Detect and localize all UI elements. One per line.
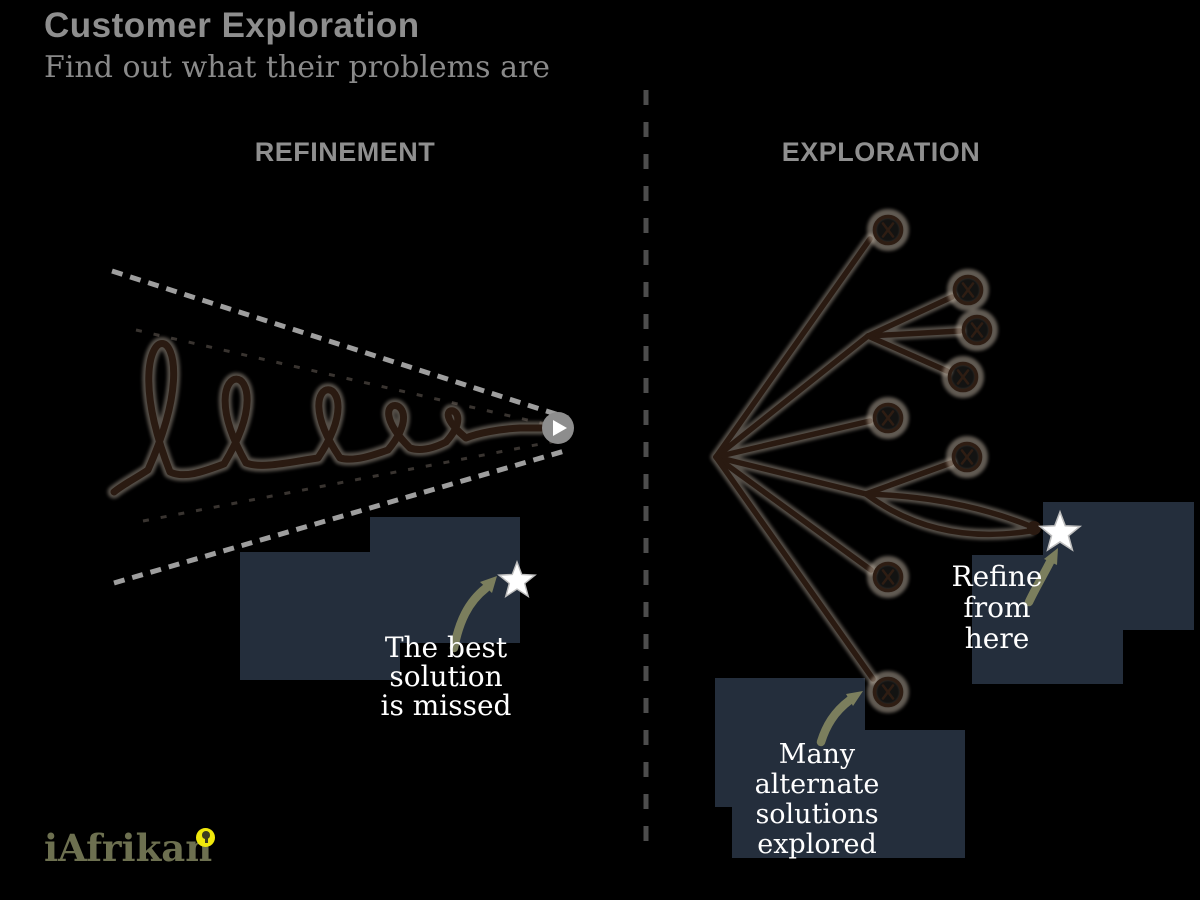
callout-panel [732,730,965,858]
refine-lens-branch [863,491,1033,538]
annotation-arrows [449,548,1058,747]
callout-panel [972,555,1123,684]
dead-end-markers [871,213,994,709]
circled-x-marker [871,213,905,247]
spiral-scribble-path [110,340,546,496]
circled-x-marker [871,401,905,435]
star-icon [498,561,536,598]
tree-branches [713,236,1033,682]
cone-line-top-icon [111,268,569,421]
cone-line-bottom-icon [113,447,569,586]
circled-x-marker [960,313,994,347]
circled-x-marker [871,560,905,594]
refine-endpoint-dot [1027,521,1041,535]
circled-x-marker [950,440,984,474]
circled-x-marker [951,273,985,307]
play-button[interactable] [542,412,574,444]
cone-dashed-lines [111,268,569,586]
circled-x-marker [946,360,980,394]
curved-arrow-icon [816,691,863,747]
refinement-scribble [107,337,549,499]
play-icon [553,420,567,436]
circled-x-marker [871,675,905,709]
exploration-tree [710,233,1041,685]
refine-lens-branch [863,491,1033,529]
curved-arrow-icon [1024,548,1058,607]
curved-arrow-icon [449,576,497,653]
star-icon [1039,511,1081,551]
